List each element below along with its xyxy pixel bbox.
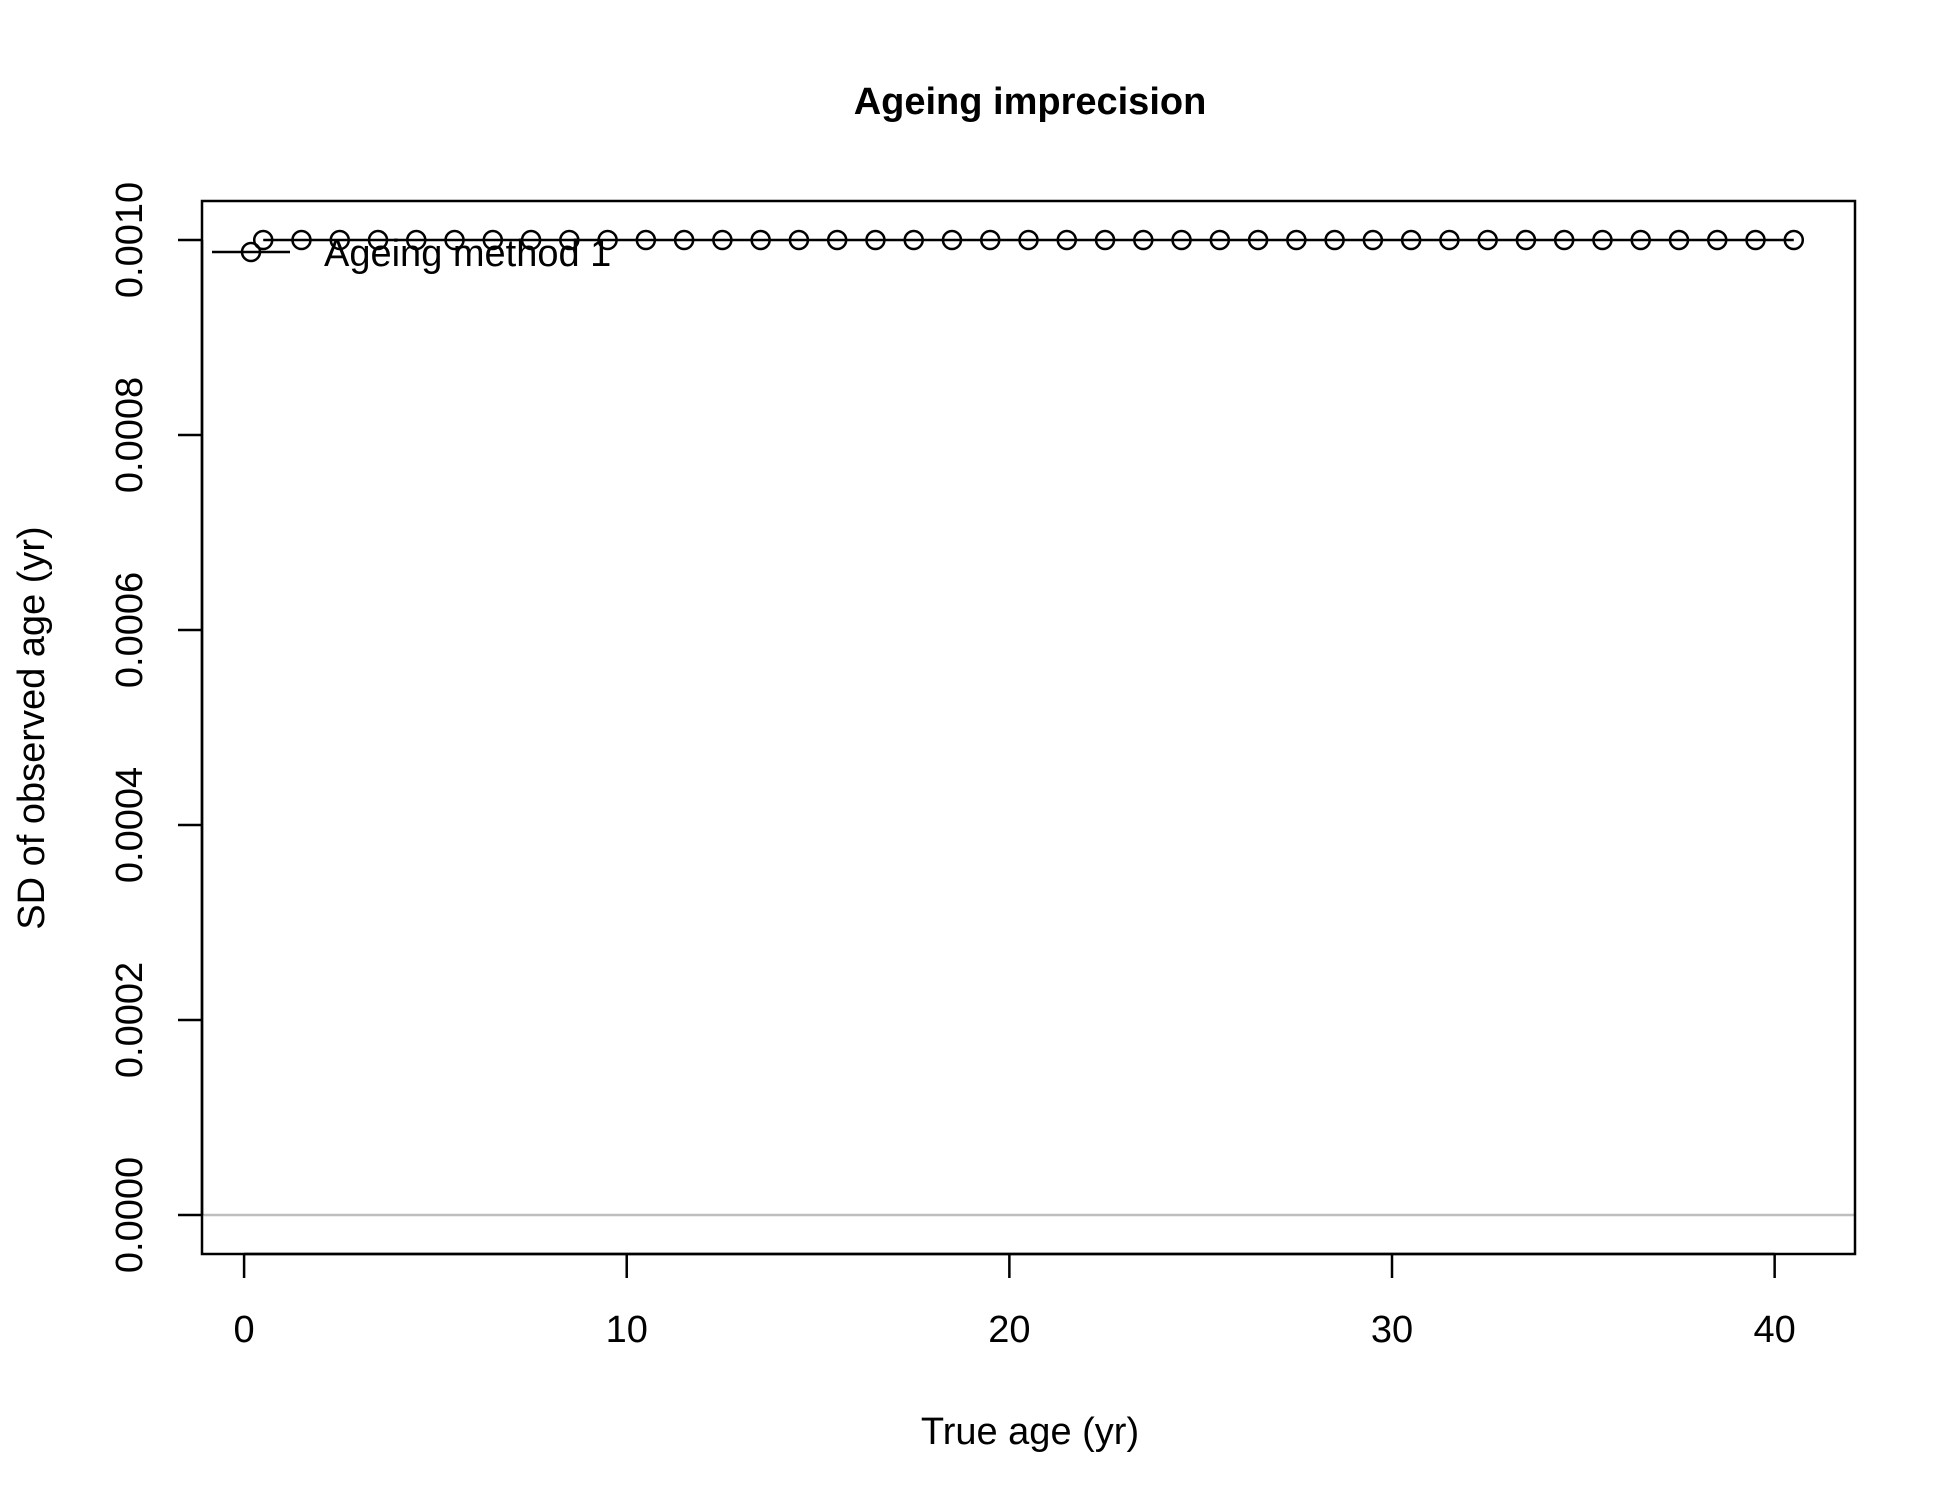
legend: Ageing method 1 [212, 233, 611, 275]
data-point [597, 229, 618, 251]
x-tick-label: 30 [1371, 1309, 1413, 1351]
data-point [291, 229, 312, 251]
data-point [1553, 229, 1575, 251]
data-point [1018, 229, 1039, 251]
data-point [1630, 229, 1651, 251]
data-point [520, 229, 542, 251]
legend-label: Ageing method 1 [324, 233, 611, 275]
y-tick-label: 0.0006 [109, 572, 151, 688]
data-point [788, 229, 810, 251]
x-tick-label: 20 [988, 1309, 1030, 1351]
data-point [1209, 229, 1231, 251]
data-point [1133, 229, 1154, 251]
data-point [1668, 229, 1690, 251]
data-point [1324, 229, 1345, 251]
data-point [1171, 229, 1192, 251]
data-point [1247, 229, 1269, 251]
data-point [1286, 229, 1307, 251]
data-point [482, 229, 504, 251]
data-point [1592, 229, 1613, 251]
data-point [406, 229, 427, 251]
data-point [1400, 229, 1422, 251]
data-point [1362, 229, 1384, 251]
data-point [979, 229, 1001, 251]
legend-marker-sample [240, 241, 262, 263]
data-point [444, 229, 465, 251]
y-tick-label: 0.0008 [109, 377, 151, 493]
y-tick-label: 0.0010 [109, 182, 151, 298]
series-layer [252, 229, 1805, 251]
y-tick-label: 0.0002 [109, 962, 151, 1078]
data-point [826, 229, 848, 251]
data-point [750, 229, 771, 251]
x-tick-label: 10 [606, 1309, 648, 1351]
plot-area-frame [200, 199, 1857, 1256]
data-point [1745, 229, 1766, 251]
data-point [1439, 229, 1460, 251]
data-point [367, 229, 389, 251]
data-point [252, 229, 274, 251]
data-point [712, 229, 733, 251]
y-axis: 0.0000 0.0002 0.0004 0.0006 0.0008 0.0010 [109, 182, 204, 1273]
y-axis-label: SD of observed age (yr) [11, 526, 53, 929]
data-point [1707, 229, 1728, 251]
data-point [865, 229, 886, 251]
chart-title: Ageing imprecision [854, 81, 1207, 123]
data-point [903, 229, 924, 251]
x-tick-label: 0 [234, 1309, 255, 1351]
data-point [1515, 229, 1537, 251]
x-axis: 0 10 20 30 40 [234, 1252, 1796, 1351]
x-axis-label: True age (yr) [921, 1411, 1139, 1453]
x-tick-label: 40 [1754, 1309, 1796, 1351]
data-point [1783, 229, 1805, 251]
data-point [559, 229, 580, 251]
data-point [673, 229, 695, 251]
data-point [329, 229, 350, 251]
data-point [1477, 229, 1498, 251]
y-tick-label: 0.0004 [109, 767, 151, 883]
data-point [1094, 229, 1116, 251]
data-point [941, 229, 963, 251]
data-point [635, 229, 657, 251]
data-point [1056, 229, 1078, 251]
y-tick-label: 0.0000 [109, 1157, 151, 1273]
